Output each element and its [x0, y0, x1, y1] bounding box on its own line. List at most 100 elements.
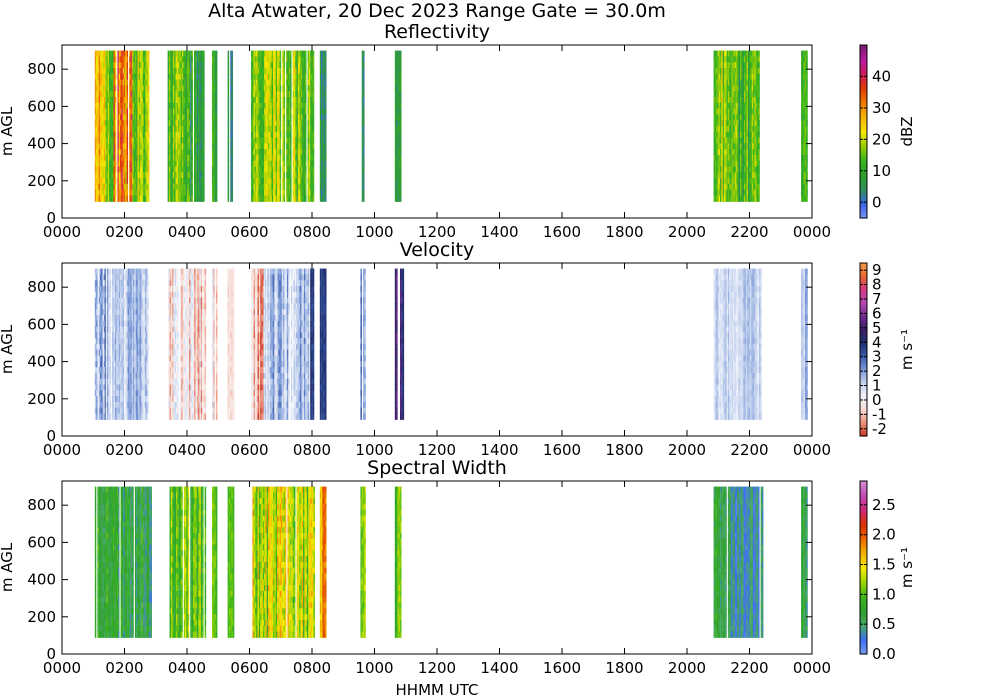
- spectral-width-title: Spectral Width: [367, 457, 507, 479]
- x-tick-label: 1800: [605, 659, 643, 677]
- reflectivity-segment: [113, 50, 134, 202]
- x-tick-label: 0400: [168, 441, 206, 459]
- x-tick-label: 1400: [480, 223, 518, 241]
- x-tick-label: 1800: [605, 223, 643, 241]
- x-tick-label: 2200: [730, 441, 768, 459]
- colorbar-tick-label: 4: [872, 333, 882, 351]
- reflectivity-segment: [190, 50, 205, 202]
- y-tick-label: 800: [27, 496, 56, 514]
- colorbar-tick-label: 1: [872, 377, 882, 395]
- spectral-width-segment: [730, 486, 764, 638]
- velocity-segment: [801, 268, 808, 420]
- velocity-segment: [319, 268, 327, 420]
- reflectivity-segment: [732, 50, 760, 202]
- x-tick-label: 0000: [793, 659, 831, 677]
- colorbar-tick-label: 2.0: [872, 526, 896, 544]
- spectral-width-segment: [394, 486, 402, 638]
- reflectivity-segment: [251, 50, 302, 202]
- spectral-width-y-label: m AGL: [0, 542, 16, 592]
- velocity-heatmap: [94, 268, 808, 420]
- velocity-segment: [263, 268, 310, 420]
- colorbar-tick-label: 40: [872, 67, 891, 85]
- x-tick-label: 0200: [105, 223, 143, 241]
- x-tick-label: 2200: [730, 223, 768, 241]
- x-tick-label: 0200: [105, 659, 143, 677]
- spectral-width-heatmap: [94, 486, 808, 638]
- y-tick-label: 0: [46, 427, 56, 445]
- x-tick-label: 1000: [355, 441, 393, 459]
- x-tick-label: 0600: [230, 223, 268, 241]
- x-tick-label: 0600: [230, 441, 268, 459]
- y-tick-label: 0: [46, 645, 56, 663]
- reflectivity-segment: [319, 50, 327, 202]
- spectral-width-colorbar-label: m s⁻¹: [898, 547, 916, 588]
- colorbar-tick-label: 0: [872, 391, 882, 409]
- velocity-y-label: m AGL: [0, 324, 16, 374]
- colorbar-tick-label: 9: [872, 261, 882, 279]
- reflectivity-segment: [301, 50, 315, 202]
- colorbar-tick-label: -2: [872, 420, 887, 438]
- velocity-segment: [251, 268, 265, 420]
- spectral-width-x-ticks: 0000 0200 0400 0600 0800 1000 1200 1400 1600 1800…: [43, 481, 831, 677]
- colorbar-tick-label: 20: [872, 130, 891, 148]
- spectral-width-colorbar: 0.0 0.5 1.0 1.5 2.0 2.5 m s⁻¹: [859, 480, 916, 663]
- colorbar-tick-label: 1.0: [872, 585, 896, 603]
- velocity-colorbar-label: m s⁻¹: [898, 329, 916, 370]
- reflectivity-segment: [132, 50, 150, 202]
- colorbar-tick-label: 2: [872, 362, 882, 380]
- reflectivity-segment: [212, 50, 218, 202]
- reflectivity-segment: [394, 50, 402, 202]
- velocity-x-ticks: 0000 0200 0400 0600 0800 1000 1200 1400 1600 1800…: [43, 263, 831, 459]
- colorbar-tick-label: 0.0: [872, 645, 896, 663]
- reflectivity-segment: [172, 50, 191, 202]
- spectral-width-segment: [801, 486, 808, 638]
- x-tick-label: 2000: [668, 659, 706, 677]
- reflectivity-panel: 0000 0200 0400 0600 0800 1000 1200 1400 1600 1800…: [0, 21, 916, 241]
- y-tick-label: 600: [27, 97, 56, 115]
- x-tick-label: 0000: [43, 441, 81, 459]
- x-tick-label: 1000: [355, 659, 393, 677]
- velocity-title: Velocity: [400, 239, 475, 261]
- x-tick-label: 2000: [668, 441, 706, 459]
- reflectivity-y-label: m AGL: [0, 106, 16, 156]
- x-tick-label: 0000: [793, 441, 831, 459]
- x-tick-label: 0800: [293, 441, 331, 459]
- colorbar-tick-label: 3: [872, 348, 882, 366]
- velocity-segment: [212, 268, 218, 420]
- x-tick-label: 0400: [168, 659, 206, 677]
- x-tick-label: 0000: [793, 223, 831, 241]
- x-tick-label: 0200: [105, 441, 143, 459]
- velocity-segment: [360, 268, 366, 420]
- x-tick-label: 0400: [168, 223, 206, 241]
- spectral-width-segment: [713, 486, 732, 638]
- y-tick-label: 400: [27, 353, 56, 371]
- colorbar-tick-label: 6: [872, 304, 882, 322]
- x-tick-label: 1200: [418, 659, 456, 677]
- y-tick-label: 800: [27, 60, 56, 78]
- spectral-width-segment: [212, 486, 218, 638]
- x-tick-label: 1600: [543, 223, 581, 241]
- y-tick-label: 400: [27, 571, 56, 589]
- y-tick-label: 200: [27, 608, 56, 626]
- x-tick-label: 0000: [43, 659, 81, 677]
- y-tick-label: 200: [27, 390, 56, 408]
- colorbar-tick-label: 0.5: [872, 615, 896, 633]
- y-tick-label: 800: [27, 278, 56, 296]
- colorbar-tick-label: 8: [872, 276, 882, 294]
- y-tick-label: 600: [27, 315, 56, 333]
- x-tick-label: 2000: [668, 223, 706, 241]
- x-tick-label: 0000: [43, 223, 81, 241]
- x-tick-label: 1800: [605, 441, 643, 459]
- y-tick-label: 200: [27, 172, 56, 190]
- spectral-width-segment: [94, 486, 118, 638]
- spectral-width-segment: [252, 486, 315, 638]
- x-tick-label: 1600: [543, 441, 581, 459]
- x-tick-label: 0600: [230, 659, 268, 677]
- velocity-segment: [168, 268, 207, 420]
- reflectivity-segment: [713, 50, 734, 202]
- colorbar-tick-label: 10: [872, 162, 891, 180]
- reflectivity-segment: [361, 50, 365, 202]
- velocity-segment: [227, 268, 235, 420]
